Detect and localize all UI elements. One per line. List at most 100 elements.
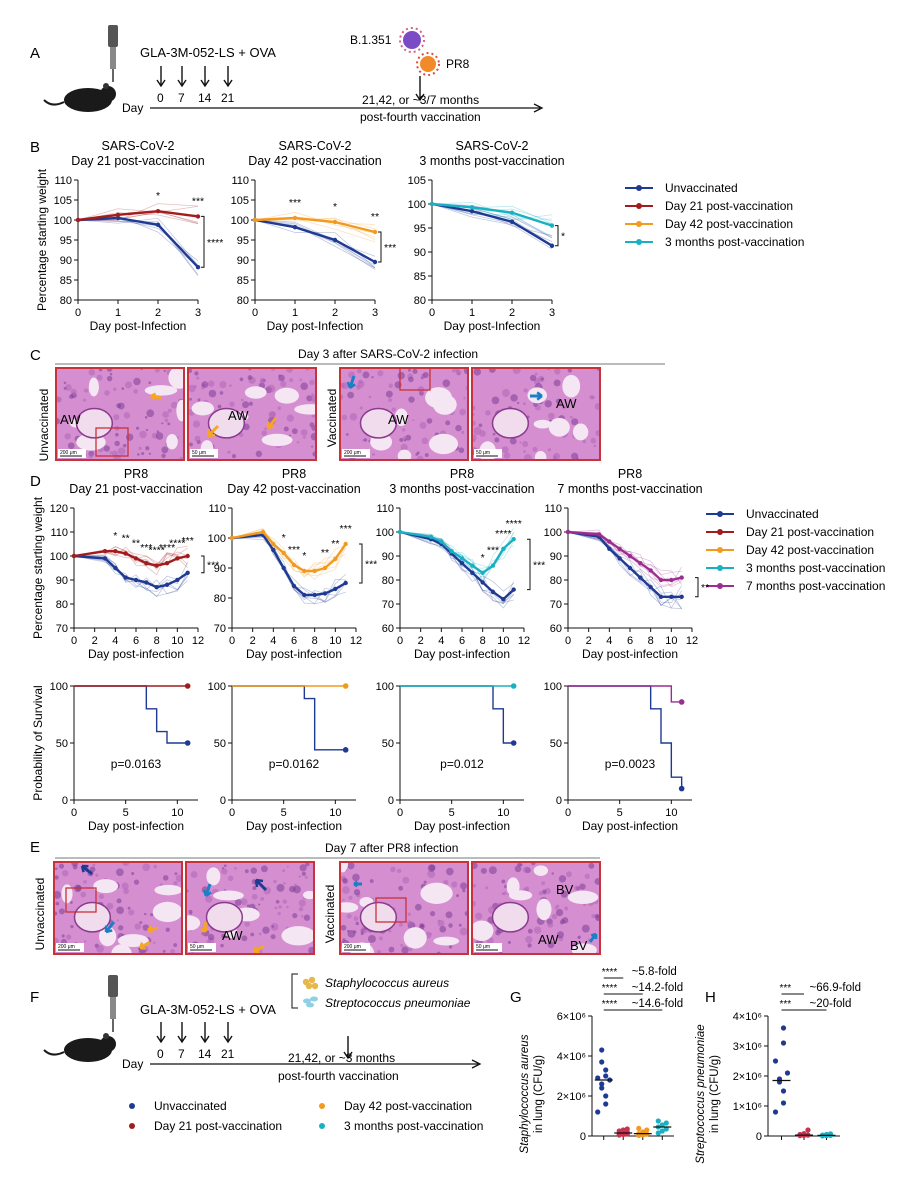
tissue-texture xyxy=(234,866,237,870)
tissue-texture xyxy=(217,404,222,409)
tissue-texture xyxy=(429,911,436,917)
tissue-texture xyxy=(64,433,71,440)
tissue-texture xyxy=(412,419,415,422)
data-point xyxy=(596,532,602,537)
tissue-texture xyxy=(204,381,208,385)
alveolar-space xyxy=(244,386,267,399)
legend-marker xyxy=(129,1103,135,1109)
data-point xyxy=(772,1109,779,1115)
tissue-texture xyxy=(408,396,415,403)
tissue-texture xyxy=(298,875,302,878)
chart-h: 0 1×10⁶ 2×10⁶ 3×10⁶ 4×10⁶ Streptococcus pneum… xyxy=(695,982,861,1164)
significance-mark: ** xyxy=(122,533,130,545)
tissue-texture xyxy=(137,453,140,456)
y-tick-label: 100 xyxy=(544,527,562,539)
x-tick-label: 12 xyxy=(686,635,698,647)
data-point xyxy=(164,582,170,587)
tissue-texture xyxy=(415,453,419,456)
tissue-texture xyxy=(66,934,72,940)
data-point xyxy=(459,556,465,561)
y-axis-label: in lung (CFU/g) xyxy=(533,1055,545,1133)
data-point xyxy=(490,589,496,595)
tissue-texture xyxy=(116,906,124,915)
tissue-texture xyxy=(514,865,522,873)
y-tick-label: 90 xyxy=(414,247,426,259)
virus1-label: B.1.351 xyxy=(350,33,392,47)
y-tick-label: 100 xyxy=(50,551,68,563)
tissue-texture xyxy=(527,943,532,948)
tissue-texture xyxy=(368,395,372,399)
individual-trace xyxy=(77,217,199,266)
x-tick-label: 4 xyxy=(438,635,444,647)
panel-e-row-label-vaccinated: Vaccinated xyxy=(323,885,337,943)
x-tick-label: 2 xyxy=(332,307,338,319)
tissue-texture xyxy=(282,899,287,904)
x-tick-label: 8 xyxy=(154,635,160,647)
tissue-texture xyxy=(388,398,393,403)
tissue-texture xyxy=(541,881,546,886)
tissue-texture xyxy=(525,935,533,944)
significance-bracket xyxy=(201,215,205,268)
data-point xyxy=(659,1128,665,1134)
tissue-texture xyxy=(388,383,394,389)
individual-trace xyxy=(567,531,682,588)
data-point xyxy=(195,265,201,270)
alveolar-space xyxy=(572,423,589,441)
tissue-texture xyxy=(401,428,406,432)
tissue-texture xyxy=(227,875,234,882)
y-tick-label: 95 xyxy=(414,223,426,235)
data-point xyxy=(175,577,180,583)
image-frame xyxy=(471,367,601,461)
tissue-texture xyxy=(408,376,414,383)
tissue-texture xyxy=(289,378,294,383)
alveolar-space xyxy=(425,387,453,409)
y-tick-label: 105 xyxy=(231,195,249,207)
tissue-texture xyxy=(242,401,249,409)
tissue-texture xyxy=(267,384,276,393)
tissue-texture xyxy=(301,871,306,876)
legend-marker xyxy=(636,185,642,191)
tissue-texture xyxy=(402,436,407,441)
data-point xyxy=(102,556,108,561)
tissue-texture xyxy=(538,891,544,896)
airway-lumen xyxy=(491,901,530,933)
tissue-texture xyxy=(348,895,353,900)
data-point xyxy=(469,209,475,214)
tissue-texture xyxy=(283,882,286,885)
tissue-texture xyxy=(310,424,316,430)
alveolar-space xyxy=(394,408,408,427)
tissue-texture xyxy=(67,442,75,450)
significance-mark: ** xyxy=(331,538,339,550)
tissue-texture xyxy=(522,440,529,448)
legend-label: Day 42 post-vaccination xyxy=(344,1099,472,1113)
panel-letter-c: C xyxy=(30,347,41,364)
series-line xyxy=(232,685,346,751)
chart-b3: 80 85 90 95 100 105 0 1 2 3 Day post-Infection SARS… xyxy=(408,139,565,333)
chart-title: SARS-CoV-2 xyxy=(456,139,529,153)
y-tick-label: 85 xyxy=(60,275,72,287)
fold-change-label: ~5.8-fold xyxy=(632,966,677,978)
tissue-texture xyxy=(197,398,201,402)
panel-letter-h: H xyxy=(705,989,716,1006)
tissue-texture xyxy=(127,906,131,910)
y-tick-label: 50 xyxy=(56,738,68,750)
x-tick-label: 12 xyxy=(350,635,362,647)
alveolar-space xyxy=(294,404,316,415)
tissue-texture xyxy=(54,875,59,880)
chart-g: 0 2×10⁶ 4×10⁶ 6×10⁶ Staphylococcus aureus in … xyxy=(519,966,683,1153)
x-tick-label: 2 xyxy=(509,307,515,319)
tissue-texture xyxy=(533,926,542,934)
tissue-texture xyxy=(419,923,425,928)
tissue-texture xyxy=(152,941,156,945)
data-point xyxy=(501,597,506,602)
scale-bar-bg xyxy=(190,449,218,458)
tissue-texture xyxy=(150,913,154,917)
tissue-texture xyxy=(522,866,530,874)
scale-bar-bg xyxy=(474,449,502,458)
tissue-texture xyxy=(55,867,58,870)
tissue-texture xyxy=(363,438,368,442)
x-tick-label: 1 xyxy=(469,307,475,319)
tissue-texture xyxy=(219,391,224,395)
